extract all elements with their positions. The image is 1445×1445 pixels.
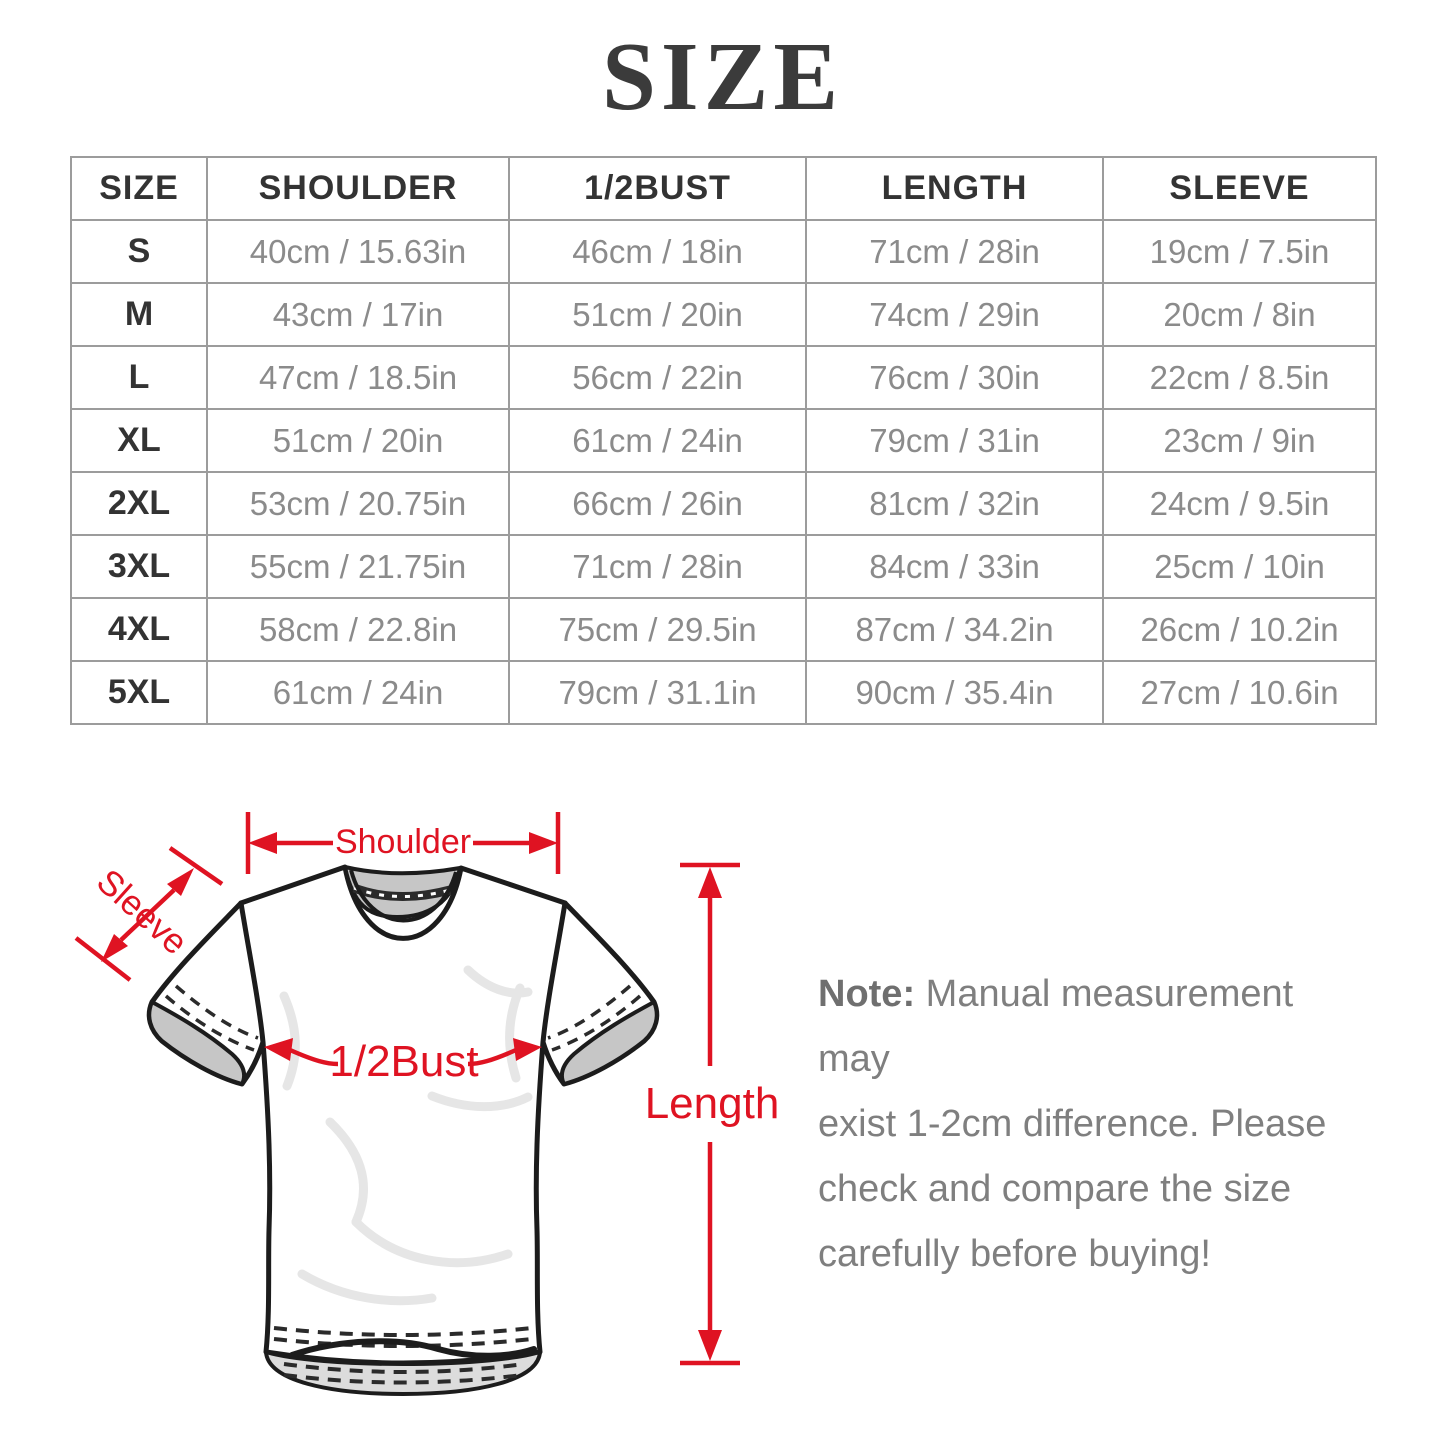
size-cell: 3XL bbox=[70, 534, 208, 599]
table-row-2xl: 2XL 53cm / 20.75in 66cm / 26in 81cm / 32… bbox=[70, 471, 1377, 536]
bust-cell: 75cm / 29.5in bbox=[508, 597, 807, 662]
length-cell: 76cm / 30in bbox=[805, 345, 1104, 410]
shoulder-cell: 47cm / 18.5in bbox=[206, 345, 510, 410]
bust-measure-label: 1/2Bust bbox=[329, 1037, 479, 1086]
table-row-5xl: 5XL 61cm / 24in 79cm / 31.1in 90cm / 35.… bbox=[70, 660, 1377, 725]
table-row-s: S 40cm / 15.63in 46cm / 18in 71cm / 28in… bbox=[70, 219, 1377, 284]
shoulder-measure-label: Shoulder bbox=[334, 823, 472, 861]
table-row-m: M 43cm / 17in 51cm / 20in 74cm / 29in 20… bbox=[70, 282, 1377, 347]
length-cell: 79cm / 31in bbox=[805, 408, 1104, 473]
size-cell: S bbox=[70, 219, 208, 284]
note-text: Manual measurement may bbox=[818, 973, 1294, 1080]
size-cell: 5XL bbox=[70, 660, 208, 725]
length-cell: 71cm / 28in bbox=[805, 219, 1104, 284]
fabric-wrinkles bbox=[279, 965, 533, 1306]
bust-cell: 61cm / 24in bbox=[508, 408, 807, 473]
table-row-3xl: 3XL 55cm / 21.75in 71cm / 28in 84cm / 33… bbox=[70, 534, 1377, 599]
length-cell: 74cm / 29in bbox=[805, 282, 1104, 347]
measurement-note: Note: Manual measurement may exist 1-2cm… bbox=[818, 962, 1358, 1287]
tshirt-illustration bbox=[74, 812, 740, 1396]
length-arrow bbox=[680, 862, 740, 1366]
note-line: Note: Manual measurement may bbox=[818, 962, 1358, 1092]
table-row-l: L 47cm / 18.5in 56cm / 22in 76cm / 30in … bbox=[70, 345, 1377, 410]
page-title: SIZE bbox=[601, 23, 844, 130]
table-header-row: SIZE SHOULDER 1/2BUST LENGTH SLEEVE bbox=[70, 156, 1377, 221]
shoulder-arrow bbox=[245, 812, 561, 874]
bust-cell: 56cm / 22in bbox=[508, 345, 807, 410]
sleeve-cell: 19cm / 7.5in bbox=[1102, 219, 1377, 284]
table-row-4xl: 4XL 58cm / 22.8in 75cm / 29.5in 87cm / 3… bbox=[70, 597, 1377, 662]
bust-cell: 79cm / 31.1in bbox=[508, 660, 807, 725]
col-header-bust: 1/2BUST bbox=[508, 156, 807, 221]
sleeve-cell: 22cm / 8.5in bbox=[1102, 345, 1377, 410]
sleeve-cell: 20cm / 8in bbox=[1102, 282, 1377, 347]
bust-cell: 66cm / 26in bbox=[508, 471, 807, 536]
sleeve-cell: 23cm / 9in bbox=[1102, 408, 1377, 473]
size-cell: L bbox=[70, 345, 208, 410]
note-line: check and compare the size bbox=[818, 1168, 1292, 1210]
sleeve-cell: 25cm / 10in bbox=[1102, 534, 1377, 599]
shoulder-cell: 55cm / 21.75in bbox=[206, 534, 510, 599]
size-cell: XL bbox=[70, 408, 208, 473]
length-cell: 90cm / 35.4in bbox=[805, 660, 1104, 725]
col-header-shoulder: SHOULDER bbox=[206, 156, 510, 221]
size-cell: 4XL bbox=[70, 597, 208, 662]
bust-arrow bbox=[264, 1038, 542, 1067]
size-table: SIZE SHOULDER 1/2BUST LENGTH SLEEVE S 40… bbox=[70, 156, 1377, 725]
col-header-length: LENGTH bbox=[805, 156, 1104, 221]
sleeve-cell: 24cm / 9.5in bbox=[1102, 471, 1377, 536]
shoulder-cell: 40cm / 15.63in bbox=[206, 219, 510, 284]
note-label: Note: bbox=[818, 973, 916, 1015]
tshirt-measure-diagram: Shoulder Sleeve 1/2Bust Length Note: Man… bbox=[0, 790, 1445, 1445]
sleeve-cell: 27cm / 10.6in bbox=[1102, 660, 1377, 725]
collar bbox=[343, 865, 462, 923]
shoulder-cell: 58cm / 22.8in bbox=[206, 597, 510, 662]
length-cell: 84cm / 33in bbox=[805, 534, 1104, 599]
bust-cell: 46cm / 18in bbox=[508, 219, 807, 284]
size-cell: M bbox=[70, 282, 208, 347]
shoulder-cell: 51cm / 20in bbox=[206, 408, 510, 473]
shoulder-cell: 53cm / 20.75in bbox=[206, 471, 510, 536]
shoulder-cell: 43cm / 17in bbox=[206, 282, 510, 347]
length-measure-label: Length bbox=[644, 1079, 780, 1128]
note-line: carefully before buying! bbox=[818, 1233, 1211, 1275]
col-header-sleeve: SLEEVE bbox=[1102, 156, 1377, 221]
length-cell: 87cm / 34.2in bbox=[805, 597, 1104, 662]
note-line: exist 1-2cm difference. Please bbox=[818, 1103, 1327, 1145]
bust-cell: 71cm / 28in bbox=[508, 534, 807, 599]
hem bbox=[264, 1326, 542, 1396]
sleeve-arrow bbox=[74, 846, 224, 982]
tshirt-body bbox=[238, 864, 568, 1366]
size-cell: 2XL bbox=[70, 471, 208, 536]
length-cell: 81cm / 32in bbox=[805, 471, 1104, 536]
bust-cell: 51cm / 20in bbox=[508, 282, 807, 347]
shoulder-cell: 61cm / 24in bbox=[206, 660, 510, 725]
sleeve-cell: 26cm / 10.2in bbox=[1102, 597, 1377, 662]
col-header-size: SIZE bbox=[70, 156, 208, 221]
table-row-xl: XL 51cm / 20in 61cm / 24in 79cm / 31in 2… bbox=[70, 408, 1377, 473]
